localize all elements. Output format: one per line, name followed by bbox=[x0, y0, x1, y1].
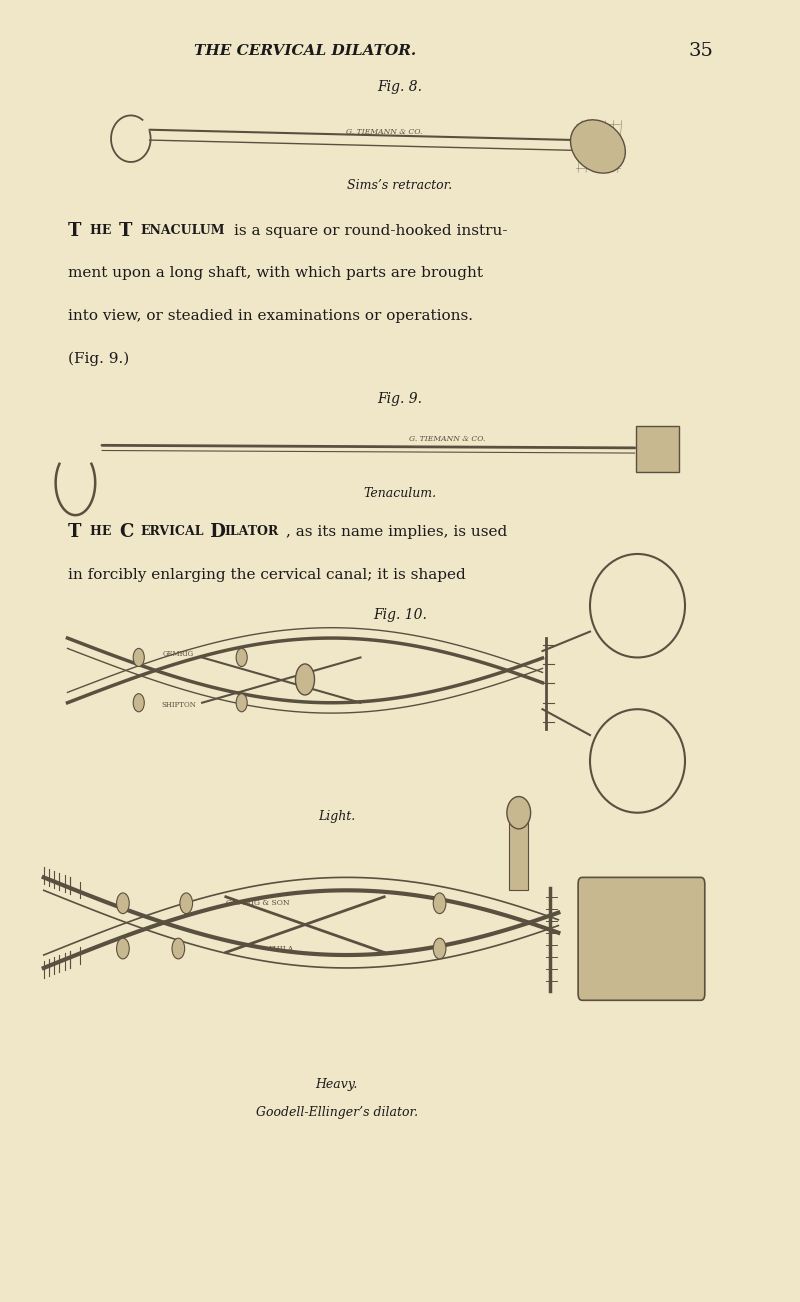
Text: GEMRIG: GEMRIG bbox=[162, 650, 194, 658]
Circle shape bbox=[134, 648, 144, 667]
Circle shape bbox=[117, 939, 130, 958]
Text: Sims’s retractor.: Sims’s retractor. bbox=[347, 178, 453, 191]
FancyBboxPatch shape bbox=[510, 819, 528, 891]
Text: ENACULUM: ENACULUM bbox=[140, 224, 225, 237]
Text: is a square or round-hooked instru-: is a square or round-hooked instru- bbox=[234, 224, 507, 237]
Text: ERVICAL: ERVICAL bbox=[140, 526, 204, 539]
Text: Fig. 8.: Fig. 8. bbox=[378, 79, 422, 94]
Text: D: D bbox=[205, 523, 226, 542]
Ellipse shape bbox=[570, 120, 626, 173]
Text: Goodell-Ellinger’s dilator.: Goodell-Ellinger’s dilator. bbox=[256, 1107, 418, 1120]
Circle shape bbox=[236, 648, 247, 667]
Text: , as its name implies, is used: , as its name implies, is used bbox=[286, 525, 507, 539]
FancyBboxPatch shape bbox=[636, 426, 678, 473]
Text: into view, or steadied in examinations or operations.: into view, or steadied in examinations o… bbox=[67, 309, 473, 323]
Text: ILATOR: ILATOR bbox=[224, 526, 278, 539]
Text: Heavy.: Heavy. bbox=[315, 1078, 358, 1091]
Text: Tenaculum.: Tenaculum. bbox=[363, 487, 437, 500]
Text: (Fig. 9.): (Fig. 9.) bbox=[67, 352, 129, 366]
Text: Fig. 10.: Fig. 10. bbox=[373, 608, 427, 622]
Text: C: C bbox=[119, 523, 134, 542]
Text: ment upon a long shaft, with which parts are brought: ment upon a long shaft, with which parts… bbox=[67, 266, 482, 280]
Text: Fig. 9.: Fig. 9. bbox=[378, 392, 422, 406]
Ellipse shape bbox=[507, 797, 530, 829]
FancyBboxPatch shape bbox=[578, 878, 705, 1000]
Text: T: T bbox=[119, 221, 132, 240]
Text: Light.: Light. bbox=[318, 810, 355, 823]
Text: G. TIEMANN & CO.: G. TIEMANN & CO. bbox=[410, 435, 486, 443]
Text: G. TIEMANN & CO.: G. TIEMANN & CO. bbox=[346, 128, 422, 137]
Circle shape bbox=[236, 694, 247, 712]
Text: T: T bbox=[67, 523, 81, 542]
Text: THE CERVICAL DILATOR.: THE CERVICAL DILATOR. bbox=[194, 44, 416, 57]
Text: 35: 35 bbox=[688, 42, 714, 60]
Text: PHILA: PHILA bbox=[269, 944, 294, 953]
Text: T: T bbox=[67, 221, 81, 240]
Text: in forcibly enlarging the cervical canal; it is shaped: in forcibly enlarging the cervical canal… bbox=[67, 568, 466, 582]
Text: HE: HE bbox=[90, 526, 115, 539]
Text: GEMRIG & SON: GEMRIG & SON bbox=[226, 900, 290, 907]
Circle shape bbox=[172, 939, 185, 958]
Circle shape bbox=[295, 664, 314, 695]
Circle shape bbox=[134, 694, 144, 712]
Circle shape bbox=[434, 893, 446, 914]
Circle shape bbox=[434, 939, 446, 958]
Circle shape bbox=[180, 893, 193, 914]
Text: HE: HE bbox=[90, 224, 115, 237]
Text: SHIPTON: SHIPTON bbox=[161, 702, 196, 710]
Circle shape bbox=[117, 893, 130, 914]
